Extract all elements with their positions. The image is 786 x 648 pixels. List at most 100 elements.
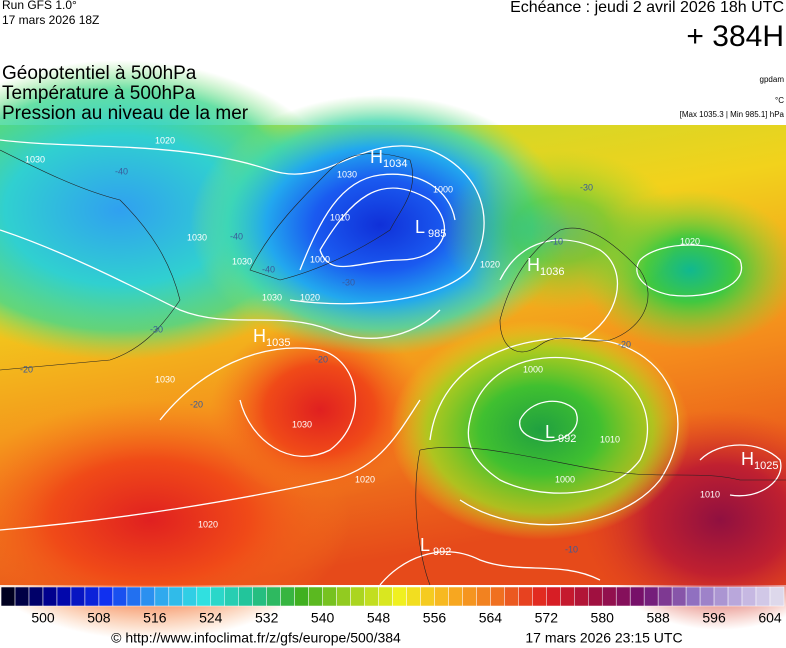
colorbar-tick-label: 596 [702, 610, 726, 626]
colorbar-swatch [14, 586, 30, 607]
temperature-label: -40 [115, 166, 128, 176]
isobar [0, 229, 441, 339]
colorbar-swatch [154, 586, 170, 607]
colorbar-swatch [112, 586, 128, 607]
run-date: 17 mars 2026 18Z [2, 13, 99, 27]
isobar-label: 1030 [262, 292, 282, 302]
colorbar-swatch [546, 586, 561, 607]
center-kind: L [420, 535, 430, 555]
colorbar-swatch [601, 586, 617, 607]
colorbar-swatch [699, 586, 715, 607]
isobars [0, 139, 782, 586]
cold-area [190, 95, 570, 355]
colorbar-swatch [322, 586, 337, 607]
isobar [519, 400, 578, 442]
isobar-label: 1000 [433, 184, 453, 194]
center-value: 1025 [754, 460, 778, 472]
isobar-label: 1000 [310, 254, 330, 264]
header: Run GFS 1.0° 17 mars 2026 18Z Echéance :… [2, 0, 785, 124]
colorbar: 500 508 516 524 532 540 548 556 564 572 580 588 596 6… [0, 586, 785, 626]
isobar [499, 239, 619, 341]
isobar [379, 551, 601, 586]
isobar [699, 444, 782, 497]
colorbar-swatch [350, 586, 365, 607]
colorbar-swatch [713, 586, 729, 607]
colorbar-tick-label: 580 [591, 610, 615, 626]
isobar-label: 1000 [523, 364, 543, 374]
colorbar-swatch [643, 586, 659, 607]
temperature-label: -10 [550, 236, 563, 246]
colorbar-swatch [294, 586, 309, 607]
cool-area [390, 320, 690, 540]
colorbar-swatch [532, 586, 547, 607]
temperature-label: -20 [315, 354, 328, 364]
colorbar-swatch [210, 586, 225, 607]
isobar-label: 1020 [155, 135, 175, 145]
colorbar-swatch [574, 586, 589, 607]
colorbar-swatch [434, 586, 449, 607]
colorbar-tick-label: 556 [423, 610, 447, 626]
colorbar-swatch [42, 586, 58, 607]
colorbar-swatch [490, 586, 505, 607]
isobar [636, 244, 743, 297]
isobar-label: 1030 [155, 374, 175, 384]
temperature-label: -20 [20, 364, 33, 374]
isobar-label: 1010 [330, 212, 350, 222]
isobar [0, 139, 485, 305]
temperature-label: -30 [580, 182, 593, 192]
isobar [159, 347, 357, 457]
temperature-label: -10 [565, 544, 578, 554]
colorbar-tick-label: 572 [535, 610, 559, 626]
colorbar-swatch [448, 586, 463, 607]
colorbar-swatch [629, 586, 645, 607]
center-kind: H [741, 449, 754, 469]
colorbar-swatch [671, 586, 687, 607]
isobar-label: 1020 [480, 259, 500, 269]
colorbar-tick-label: 588 [646, 610, 670, 626]
isobar-label: 1030 [292, 419, 312, 429]
colorbar-tick-label: 500 [31, 610, 55, 626]
colorbar-swatch [28, 586, 44, 607]
colorbar-swatch [182, 586, 198, 607]
colorbar-swatch [392, 586, 407, 607]
colorbar-swatch [769, 586, 785, 607]
greenland [249, 153, 414, 281]
temperature-label: -40 [262, 264, 275, 274]
colorbar-swatch [56, 586, 72, 607]
colorbar-tick-label: 532 [255, 610, 279, 626]
isobar-label: 1010 [600, 434, 620, 444]
temperature-label: -30 [150, 324, 163, 334]
colorbar-swatch [364, 586, 379, 607]
colorbar-swatch [70, 586, 86, 607]
title-line: Géopotentiel à 500hPa [2, 63, 197, 84]
center-value: 992 [558, 433, 576, 445]
colorbar-swatch [588, 586, 603, 607]
lead-time: + 384H [686, 20, 784, 53]
temperature-label: -40 [230, 231, 243, 241]
colorbar-tick-label: 564 [479, 610, 503, 626]
center-value: 992 [433, 546, 451, 558]
colorbar-swatch [755, 586, 771, 607]
colorbar-swatch [476, 586, 491, 607]
isobar-label: 1020 [300, 292, 320, 302]
coastlines [0, 149, 786, 586]
temperature-labels: -40 -40 -30 -40 -20 -30 -20 -20 -10 -30 -20 -10 [20, 166, 631, 554]
issued: 17 mars 2026 23:15 UTC [525, 630, 682, 646]
colorbar-swatch [196, 586, 212, 607]
colorbar-swatch [420, 586, 435, 607]
temperature-label: -20 [618, 339, 631, 349]
center-kind: H [253, 326, 266, 346]
isobar [299, 173, 456, 271]
run-label: Run GFS 1.0° [2, 0, 77, 12]
warm-area [210, 320, 430, 500]
center-value: 1034 [383, 158, 407, 170]
north-america [0, 149, 181, 371]
source: © http://www.infoclimat.fr/z/gfs/europe/… [111, 630, 401, 646]
isobar-label: 1030 [187, 232, 207, 242]
isobar-label: 1020 [355, 474, 375, 484]
colorbar-swatch [266, 586, 281, 607]
colorbar-swatch [84, 586, 100, 607]
colorbar-swatch [280, 586, 295, 607]
isobar [467, 356, 649, 494]
